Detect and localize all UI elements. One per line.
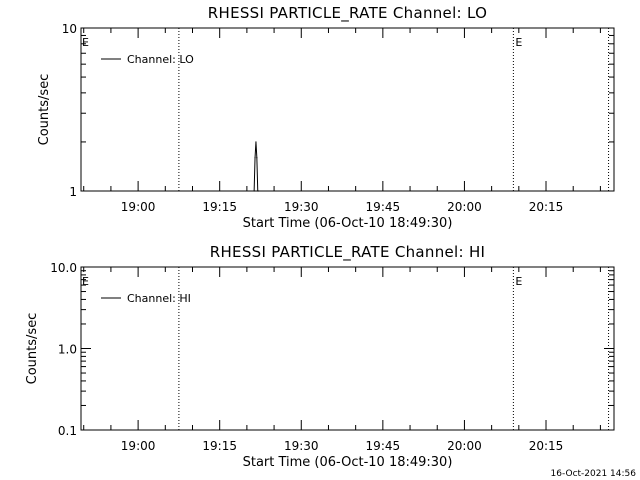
x-tick-label: 20:00 — [447, 439, 482, 453]
x-axis-label: Start Time (06-Oct-10 18:49:30) — [243, 455, 453, 470]
x-tick-label: 19:00 — [121, 200, 156, 214]
x-tick-label: 19:45 — [366, 200, 401, 214]
y-tick-label: 0.1 — [58, 424, 77, 438]
y-tick-label: 1 — [69, 185, 77, 199]
edge-marker-label: E — [82, 275, 89, 288]
x-tick-label: 19:30 — [284, 200, 319, 214]
data-point — [255, 141, 257, 143]
data-point — [257, 190, 259, 192]
x-tick-label: 20:15 — [529, 439, 564, 453]
y-axis-label: Counts/sec — [37, 74, 52, 146]
marker-label: E — [515, 275, 522, 288]
data-point — [253, 190, 255, 192]
y-tick-label: 1.0 — [58, 343, 77, 357]
legend-label: Channel: LO — [127, 53, 194, 66]
x-tick-label: 20:15 — [529, 200, 564, 214]
x-tick-label: 19:00 — [121, 439, 156, 453]
marker-label: E — [515, 36, 522, 49]
x-tick-label: 19:30 — [284, 439, 319, 453]
edge-marker-label: E — [82, 36, 89, 49]
series-line — [253, 141, 260, 191]
x-tick-label: 19:45 — [366, 439, 401, 453]
chart-title: RHESSI PARTICLE_RATE Channel: HI — [210, 243, 486, 262]
y-axis-label: Counts/sec — [25, 313, 40, 385]
data-point — [254, 157, 256, 159]
x-tick-label: 19:15 — [202, 439, 237, 453]
legend-label: Channel: HI — [127, 292, 191, 305]
chart-title: RHESSI PARTICLE_RATE Channel: LO — [208, 4, 487, 23]
plot-frame — [80, 27, 615, 192]
data-point — [258, 190, 260, 192]
x-axis-label: Start Time (06-Oct-10 18:49:30) — [243, 216, 453, 231]
y-tick-label: 10 — [62, 22, 77, 36]
y-tick-label: 10.0 — [50, 261, 77, 275]
x-tick-label: 19:15 — [202, 200, 237, 214]
data-point — [256, 157, 258, 159]
x-tick-label: 20:00 — [447, 200, 482, 214]
